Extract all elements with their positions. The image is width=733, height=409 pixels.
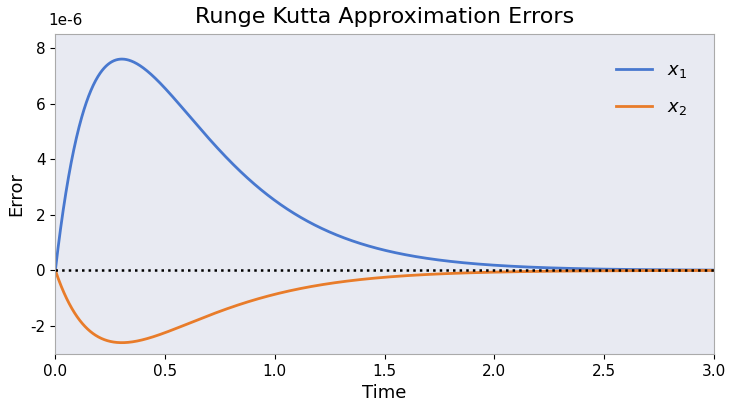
$x_1$: [51, 268, 60, 273]
$x_1$: [372, 245, 380, 250]
$x_2$: [51, 268, 60, 273]
$x_2$: [710, 268, 718, 273]
Y-axis label: Error: Error: [7, 172, 25, 216]
$x_1$: [570, 266, 578, 271]
$x_1$: [354, 240, 363, 245]
$x_1$: [690, 267, 699, 272]
Line: $x_2$: $x_2$: [56, 270, 714, 343]
$x_2$: [690, 268, 699, 273]
X-axis label: Time: Time: [362, 384, 407, 402]
Legend: $x_1$, $x_2$: $x_1$, $x_2$: [598, 43, 705, 135]
$x_2$: [84, 328, 93, 333]
$x_1$: [117, 56, 126, 61]
Title: Runge Kutta Approximation Errors: Runge Kutta Approximation Errors: [195, 7, 574, 27]
$x_2$: [372, 276, 380, 281]
$x_1$: [690, 267, 699, 272]
$x_2$: [690, 268, 699, 273]
Line: $x_1$: $x_1$: [56, 59, 714, 270]
Text: 1e-6: 1e-6: [49, 13, 83, 28]
$x_2$: [570, 269, 578, 274]
$x_1$: [84, 93, 93, 98]
$x_2$: [117, 340, 126, 345]
$x_2$: [354, 277, 363, 282]
$x_1$: [710, 267, 718, 272]
